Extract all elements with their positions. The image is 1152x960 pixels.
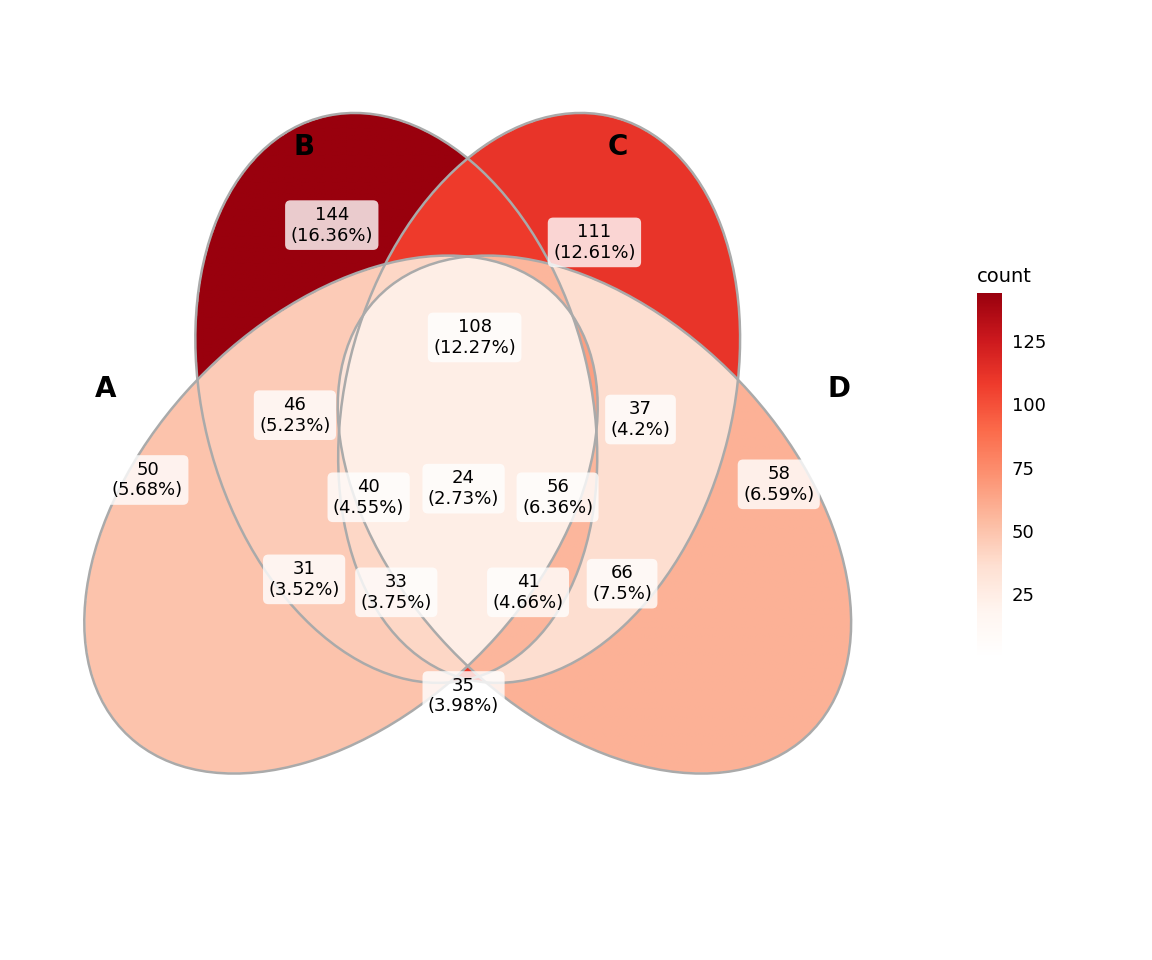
Text: 46
(5.23%): 46 (5.23%) bbox=[259, 396, 331, 435]
Text: A: A bbox=[96, 375, 116, 403]
Text: D: D bbox=[827, 375, 850, 403]
Text: 111
(12.61%): 111 (12.61%) bbox=[553, 223, 636, 262]
Text: 41
(4.66%): 41 (4.66%) bbox=[493, 573, 563, 612]
Text: 108
(12.27%): 108 (12.27%) bbox=[433, 318, 516, 357]
Text: 56
(6.36%): 56 (6.36%) bbox=[522, 478, 593, 516]
Text: 24
(2.73%): 24 (2.73%) bbox=[427, 469, 499, 508]
Text: 144
(16.36%): 144 (16.36%) bbox=[290, 205, 373, 245]
Text: 37
(4.2%): 37 (4.2%) bbox=[611, 400, 670, 439]
Text: B: B bbox=[294, 133, 314, 161]
Text: 40
(4.55%): 40 (4.55%) bbox=[333, 478, 404, 516]
Text: 58
(6.59%): 58 (6.59%) bbox=[743, 465, 814, 504]
Text: 66
(7.5%): 66 (7.5%) bbox=[592, 564, 652, 603]
Text: 50
(5.68%): 50 (5.68%) bbox=[112, 461, 183, 499]
Text: 35
(3.98%): 35 (3.98%) bbox=[427, 677, 499, 715]
Text: 31
(3.52%): 31 (3.52%) bbox=[268, 560, 340, 599]
Text: C: C bbox=[607, 133, 628, 161]
Text: 33
(3.75%): 33 (3.75%) bbox=[361, 573, 432, 612]
Text: count: count bbox=[977, 267, 1032, 286]
